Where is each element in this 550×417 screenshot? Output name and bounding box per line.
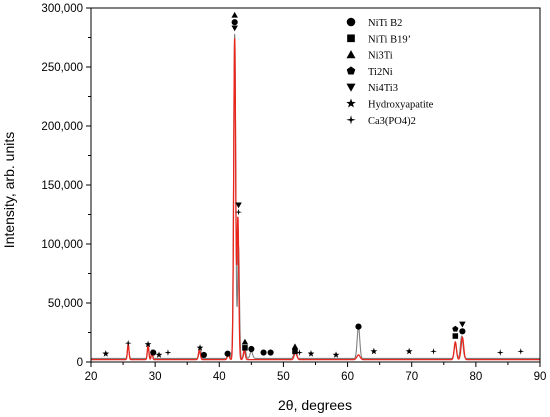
- peak-square-marker: [292, 348, 298, 355]
- legend-label: Hydroxyapatite: [368, 100, 434, 111]
- peak-square-marker: [242, 345, 248, 351]
- series-line-1: [91, 33, 540, 360]
- plot-series: [91, 33, 540, 361]
- legend-label: Ca3(PO4)2: [368, 116, 416, 127]
- x-tick-label: 30: [149, 371, 162, 383]
- legend-triangle-down-marker: [346, 83, 356, 92]
- y-tick-label: 300,000: [41, 3, 83, 15]
- y-tick-label: 100,000: [41, 239, 83, 251]
- peak-triangle-down-marker: [231, 25, 238, 32]
- peak-triangle-down-marker: [235, 202, 242, 209]
- x-axis-title: 2θ, degrees: [278, 397, 352, 413]
- peak-star-marker: [332, 351, 340, 358]
- x-tick-label: 90: [534, 371, 547, 383]
- legend-triangle-up-marker: [346, 50, 356, 59]
- legend-star-marker: [346, 98, 356, 108]
- series-line-2: [91, 38, 540, 361]
- y-axis-title: Intensity, arb. units: [1, 132, 17, 248]
- peak-circle-marker: [224, 350, 231, 357]
- peak-triangle-down-marker: [459, 321, 466, 328]
- peak-cross-star-marker: [164, 349, 172, 356]
- legend-entry: NiTi B19’: [347, 34, 411, 45]
- x-tick-label: 20: [85, 371, 98, 383]
- peak-circle-marker: [150, 349, 157, 356]
- peak-star-marker: [196, 344, 204, 351]
- peak-cross-star-marker: [496, 349, 504, 356]
- y-tick-label: 50,000: [48, 298, 83, 310]
- x-tick-label: 80: [469, 371, 482, 383]
- peak-triangle-up-marker: [241, 338, 249, 345]
- legend-circle-marker: [346, 17, 356, 27]
- legend-entry: Hydroxyapatite: [346, 98, 434, 111]
- y-tick-label: 250,000: [41, 62, 83, 74]
- legend-square-marker: [347, 34, 355, 43]
- y-tick-label: 0: [77, 357, 83, 369]
- peak-cross-star-marker: [235, 208, 242, 216]
- legend-entry: Ni3Ti: [346, 50, 393, 62]
- peak-triangle-up-marker: [231, 11, 238, 18]
- legend-label: NiTi B19’: [368, 34, 411, 45]
- x-tick-label: 50: [277, 371, 290, 383]
- peak-circle-marker: [248, 345, 255, 353]
- peak-cross-star-marker: [517, 347, 525, 355]
- axes: 20 30 40 50 60 70 80 90 0 50,000 100,000 150,000 200…: [41, 3, 546, 383]
- legend-entry: NiTi B2: [346, 17, 402, 29]
- legend-label: Ni3Ti: [368, 51, 393, 62]
- peak-cross-star-marker: [124, 339, 132, 347]
- legend-cross-star-marker: [346, 115, 356, 125]
- peak-star-marker: [370, 347, 378, 355]
- peak-star-marker: [102, 350, 110, 357]
- peak-circle-marker: [355, 323, 362, 330]
- peak-star-marker: [307, 350, 315, 357]
- peak-cross-star-marker: [430, 347, 437, 355]
- plot-frame: [90, 7, 541, 363]
- peak-square-marker: [452, 333, 459, 339]
- y-tick-label: 150,000: [41, 180, 83, 192]
- peak-circle-marker: [267, 349, 274, 356]
- legend-label: Ni4Ti3: [368, 83, 398, 94]
- peak-pentagon-marker: [452, 325, 459, 332]
- peak-circle-marker: [231, 19, 238, 26]
- peak-star-marker: [405, 347, 413, 355]
- legend-entry: Ni4Ti3: [346, 83, 398, 94]
- peak-circle-marker: [459, 328, 466, 335]
- peak-cross-star-marker: [296, 349, 303, 356]
- peak-star-marker: [155, 351, 163, 358]
- peak-circle-marker: [200, 351, 207, 359]
- legend-label: NiTi B2: [368, 18, 402, 29]
- peak-triangle-up-marker: [291, 343, 299, 350]
- peak-circle-marker: [260, 349, 267, 356]
- legend: NiTi B2 NiTi B19’ Ni3Ti Ti2Ni Ni4Ti3 Hydroxya…: [346, 17, 434, 127]
- legend-pentagon-marker: [346, 66, 356, 75]
- y-tick-label: 200,000: [41, 121, 83, 133]
- legend-entry: Ti2Ni: [346, 66, 393, 78]
- x-tick-label: 70: [405, 371, 418, 383]
- legend-entry: Ca3(PO4)2: [346, 115, 416, 127]
- peak-markers: [102, 11, 525, 359]
- x-tick-label: 40: [213, 371, 226, 383]
- x-tick-label: 60: [341, 371, 354, 383]
- legend-label: Ti2Ni: [368, 67, 393, 78]
- peak-star-marker: [144, 340, 152, 348]
